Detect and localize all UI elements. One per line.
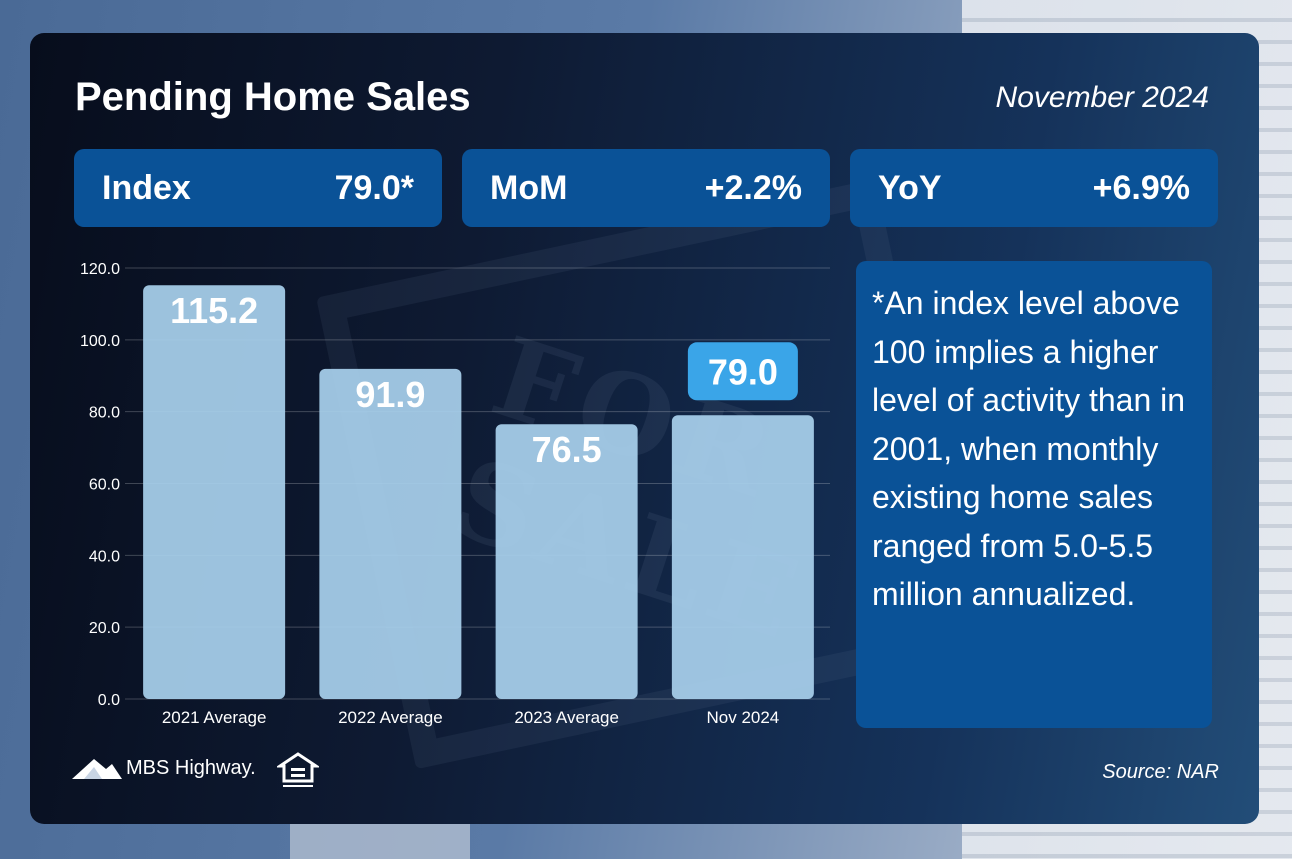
stat-value: +6.9%	[1092, 168, 1190, 207]
stat-label: Index	[102, 168, 191, 207]
mountain-logo-icon	[72, 759, 122, 779]
bar	[143, 285, 286, 699]
index-footnote: *An index level above 100 implies a high…	[856, 261, 1212, 728]
source-note: Source: NAR	[1102, 761, 1219, 783]
bar	[319, 368, 462, 699]
stat-box-index: Index 79.0*	[74, 149, 442, 227]
y-tick-label: 40.0	[89, 548, 120, 565]
stat-value: +2.2%	[704, 168, 802, 207]
y-tick-label: 120.0	[80, 261, 120, 278]
stat-box-yoy: YoY +6.9%	[850, 149, 1218, 227]
brand-logo: MBS Highway.	[72, 755, 256, 781]
bar-value-label: 115.2	[170, 290, 258, 331]
bar-value-label: 91.9	[355, 374, 425, 415]
x-category-label: 2022 Average	[338, 708, 443, 727]
y-tick-label: 0.0	[98, 692, 120, 709]
y-tick-label: 20.0	[89, 620, 120, 637]
stat-value: 79.0*	[334, 168, 414, 207]
page-title: Pending Home Sales	[75, 75, 471, 119]
stat-box-mom: MoM +2.2%	[462, 149, 830, 227]
bar-value-label: 79.0	[708, 351, 778, 392]
stat-label: YoY	[878, 168, 942, 207]
y-tick-label: 100.0	[80, 333, 120, 350]
x-category-label: 2021 Average	[162, 708, 267, 727]
infographic-card: FORSALE Pending Home Sales November 2024…	[30, 33, 1259, 824]
brand-name: MBS Highway.	[126, 756, 256, 779]
bar-value-label: 76.5	[532, 429, 602, 470]
stat-label: MoM	[490, 168, 568, 207]
equal-housing-opportunity-icon	[277, 752, 319, 787]
y-tick-label: 80.0	[89, 405, 120, 422]
report-date: November 2024	[995, 81, 1209, 114]
x-category-label: 2023 Average	[514, 708, 619, 727]
x-category-label: Nov 2024	[706, 708, 779, 727]
highlight-label-box	[687, 342, 798, 401]
bar	[495, 424, 638, 699]
y-tick-label: 60.0	[89, 477, 120, 494]
bar	[671, 415, 814, 699]
bar-chart: 0.0 20.0 40.0 60.0 80.0 100.0 120.0 115.2 2021 A…	[80, 261, 830, 727]
